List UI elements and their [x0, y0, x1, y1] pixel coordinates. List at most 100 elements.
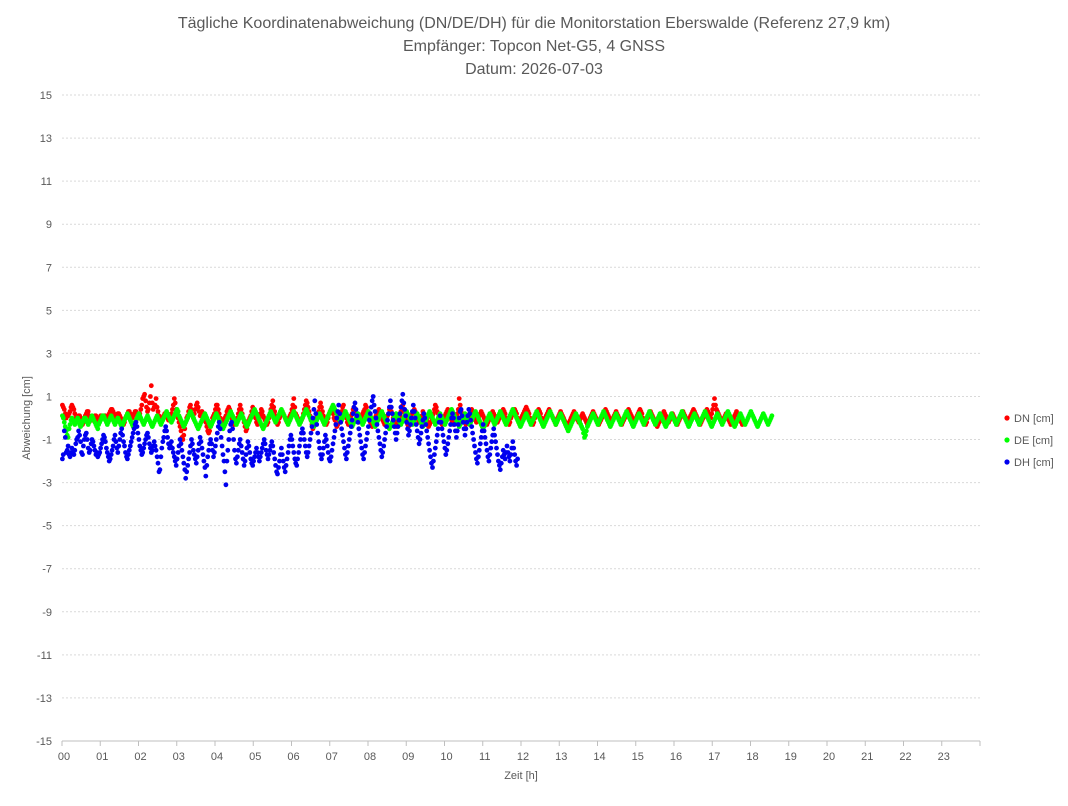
- data-point: [112, 432, 118, 438]
- x-tick-labels: 00 01 02 03 04 05 06 07 08 09 10 11 12 13 14 15 16 17 18 19…: [58, 751, 950, 763]
- data-point: [434, 432, 440, 438]
- data-point: [284, 456, 290, 462]
- data-point: [175, 450, 181, 455]
- data-point: [153, 447, 159, 453]
- data-point: [313, 411, 319, 417]
- x-tick-label: 05: [249, 751, 261, 763]
- data-point: [394, 430, 400, 436]
- data-point: [472, 443, 477, 449]
- legend-label: DN [cm]: [1014, 413, 1054, 425]
- data-point: [295, 456, 300, 462]
- data-point: [437, 413, 443, 419]
- data-point: [214, 402, 220, 408]
- x-tick-label: 16: [670, 751, 682, 763]
- data-point: [332, 428, 338, 434]
- data-point: [462, 432, 468, 438]
- data-point: [440, 432, 446, 438]
- data-point: [189, 437, 194, 442]
- data-point: [84, 437, 90, 442]
- data-point: [235, 447, 241, 453]
- data-point: [470, 430, 475, 436]
- data-point: [355, 419, 361, 425]
- data-point: [310, 415, 316, 421]
- data-point: [170, 450, 176, 455]
- data-point: [319, 456, 324, 462]
- y-tick-label: -7: [42, 564, 52, 576]
- data-point: [174, 456, 180, 462]
- data-point: [87, 447, 93, 453]
- data-point: [483, 441, 489, 447]
- data-point: [177, 437, 183, 442]
- data-point: [104, 445, 109, 451]
- data-point: [129, 435, 135, 440]
- data-point: [127, 443, 133, 449]
- data-point: [421, 411, 427, 417]
- data-point: [467, 411, 473, 417]
- data-point: [391, 424, 397, 429]
- data-point: [484, 447, 490, 453]
- x-tick-label: 02: [134, 751, 146, 763]
- x-tick-label: 11: [479, 751, 490, 763]
- data-point: [350, 411, 356, 417]
- data-point: [175, 409, 181, 414]
- data-point: [212, 450, 217, 455]
- data-point: [416, 441, 422, 447]
- data-point: [471, 437, 476, 442]
- data-point: [241, 463, 247, 468]
- data-point: [366, 424, 371, 429]
- data-point: [316, 439, 322, 445]
- data-point: [337, 411, 343, 417]
- data-point: [486, 458, 492, 464]
- data-point: [179, 447, 185, 453]
- data-point: [117, 437, 123, 442]
- data-point: [307, 437, 313, 442]
- data-point: [147, 441, 152, 447]
- data-point: [372, 409, 378, 414]
- data-point: [283, 463, 289, 468]
- data-point: [495, 452, 500, 457]
- data-point: [146, 435, 151, 440]
- data-point: [447, 428, 453, 434]
- data-point: [165, 435, 171, 440]
- data-point: [231, 437, 237, 442]
- data-point: [245, 439, 251, 445]
- data-point: [238, 443, 244, 449]
- data-point: [352, 400, 358, 406]
- data-point: [285, 450, 291, 455]
- data-point: [185, 463, 191, 468]
- data-point: [200, 452, 206, 457]
- x-tick-label: 21: [861, 751, 873, 763]
- data-point: [154, 404, 160, 410]
- data-point: [108, 452, 114, 457]
- x-tick-label: 19: [785, 751, 797, 763]
- data-point: [476, 447, 482, 453]
- data-point: [76, 428, 81, 434]
- data-point: [487, 452, 493, 457]
- data-point: [439, 426, 445, 432]
- data-point: [452, 422, 457, 427]
- chart-title: Tägliche Koordinatenabweichung (DN/DE/DH…: [178, 15, 890, 32]
- data-point: [290, 443, 296, 449]
- data-point: [321, 445, 326, 451]
- data-point: [344, 450, 350, 455]
- data-point: [482, 435, 488, 440]
- data-point: [468, 417, 474, 423]
- x-tick-label: 20: [823, 751, 835, 763]
- data-point: [309, 424, 315, 429]
- x-tick-label: 14: [593, 751, 605, 763]
- data-point: [98, 445, 103, 451]
- data-point: [199, 445, 205, 451]
- data-point: [275, 471, 280, 477]
- series-dh: [60, 391, 520, 488]
- data-point: [413, 422, 419, 427]
- data-point: [364, 437, 369, 442]
- data-point: [250, 463, 256, 468]
- data-point: [383, 430, 388, 436]
- data-point: [270, 443, 276, 449]
- data-point: [229, 419, 235, 425]
- data-point: [498, 460, 504, 466]
- data-point: [104, 450, 110, 455]
- data-point: [306, 443, 312, 449]
